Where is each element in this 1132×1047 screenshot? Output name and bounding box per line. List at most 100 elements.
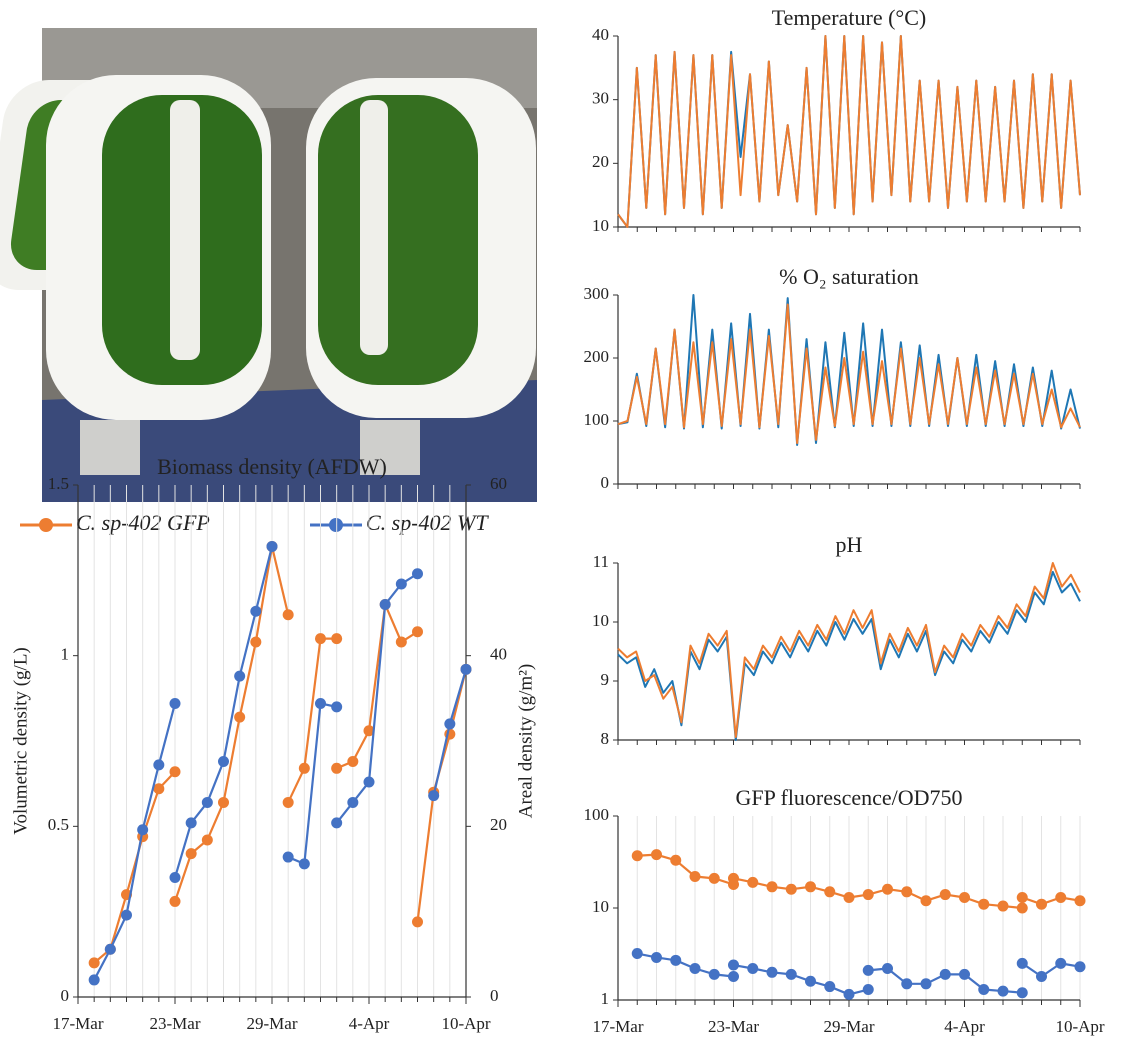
data-point: [250, 636, 262, 648]
y-tick-label: 1: [601, 989, 610, 1008]
data-point: [363, 725, 375, 737]
data-point: [805, 975, 816, 987]
data-point: [412, 916, 423, 928]
data-point: [959, 892, 970, 904]
x-tick-label: 17-Mar: [593, 1017, 644, 1036]
data-point: [153, 759, 165, 771]
data-point: [805, 881, 816, 893]
chart-title: pH: [836, 532, 863, 557]
data-point: [282, 851, 294, 863]
y-tick-label: 0: [601, 473, 610, 492]
data-point: [939, 968, 951, 980]
data-point: [347, 755, 359, 767]
y2-tick-label: 60: [490, 474, 507, 493]
series-line: [93, 703, 177, 981]
chart-title: Temperature (°C): [772, 5, 926, 30]
x-tick-label: 4-Apr: [349, 1014, 390, 1033]
legend-label: C. sp-402 WT: [366, 510, 489, 535]
y-tick-label: 10: [592, 611, 609, 630]
data-point: [1016, 987, 1028, 999]
data-point: [395, 578, 407, 590]
data-point: [137, 824, 149, 836]
y-tick-label: 30: [592, 89, 609, 108]
data-point: [651, 951, 662, 963]
data-point: [1074, 895, 1086, 907]
data-point: [651, 849, 662, 861]
y-tick-label: 0.5: [48, 815, 69, 834]
y-tick-label: 1.5: [48, 474, 69, 493]
data-point: [882, 883, 893, 895]
data-point: [315, 633, 326, 645]
series-line: [416, 669, 468, 923]
y-tick-label: 300: [584, 284, 610, 303]
data-point: [1036, 971, 1047, 983]
photo-culture: [318, 95, 478, 385]
data-point: [153, 783, 165, 795]
chart-title: Biomass density (AFDW): [157, 454, 387, 479]
data-point: [689, 962, 701, 974]
data-point: [234, 711, 246, 723]
legend: C. sp-402 GFP C. sp-402 WT: [20, 510, 489, 535]
data-point: [631, 850, 643, 862]
y2-tick-label: 0: [490, 986, 499, 1005]
x-tick-label: 23-Mar: [150, 1014, 201, 1033]
data-point: [939, 889, 951, 901]
data-point: [689, 870, 701, 882]
y-tick-label: 20: [592, 152, 609, 171]
series-line: [287, 702, 337, 865]
data-point: [785, 883, 797, 895]
data-point: [997, 985, 1009, 997]
data-point: [185, 817, 197, 829]
photo-controller: [80, 420, 140, 475]
x-tick-label: 23-Mar: [708, 1017, 759, 1036]
data-point: [266, 540, 278, 552]
data-point: [824, 981, 836, 993]
data-point: [282, 609, 294, 621]
data-point: [997, 900, 1009, 912]
series-line: [637, 853, 1081, 910]
data-point: [920, 895, 932, 907]
data-point: [728, 959, 739, 971]
data-point: [88, 974, 100, 986]
data-point: [747, 876, 759, 888]
y-axis-title: Volumetric density (g/L): [10, 647, 31, 835]
data-point: [460, 663, 472, 675]
chart-title: GFP fluorescence/OD750: [735, 785, 962, 810]
data-point: [708, 872, 720, 884]
data-point: [1016, 957, 1028, 969]
data-point: [218, 796, 229, 808]
x-tick-label: 10-Apr: [441, 1014, 490, 1033]
data-point: [882, 962, 893, 974]
series-line: [335, 572, 419, 824]
data-point: [169, 895, 181, 907]
y2-tick-label: 20: [490, 815, 507, 834]
data-point: [331, 633, 343, 645]
data-point: [978, 898, 990, 910]
y-tick-label: 100: [584, 410, 610, 429]
data-point: [169, 697, 181, 709]
photo-divider: [360, 100, 388, 355]
x-tick-label: 17-Mar: [53, 1014, 104, 1033]
data-point: [412, 568, 423, 580]
legend-marker: [329, 518, 343, 532]
data-point: [1074, 961, 1086, 973]
data-point: [250, 605, 262, 617]
data-point: [298, 762, 310, 774]
data-point: [1016, 902, 1028, 914]
data-point: [920, 978, 932, 990]
x-tick-label: 10-Apr: [1055, 1017, 1104, 1036]
data-point: [104, 943, 116, 955]
data-point: [185, 848, 197, 860]
data-point: [1055, 892, 1067, 904]
data-point: [862, 964, 874, 976]
data-point: [282, 796, 294, 808]
x-tick-label: 29-Mar: [824, 1017, 875, 1036]
data-point: [670, 954, 682, 966]
data-point: [347, 796, 359, 808]
y-tick-label: 200: [584, 347, 610, 366]
photo: [0, 28, 537, 502]
series-line: [617, 294, 1081, 446]
data-point: [363, 776, 375, 788]
y-tick-label: 1: [61, 645, 70, 664]
